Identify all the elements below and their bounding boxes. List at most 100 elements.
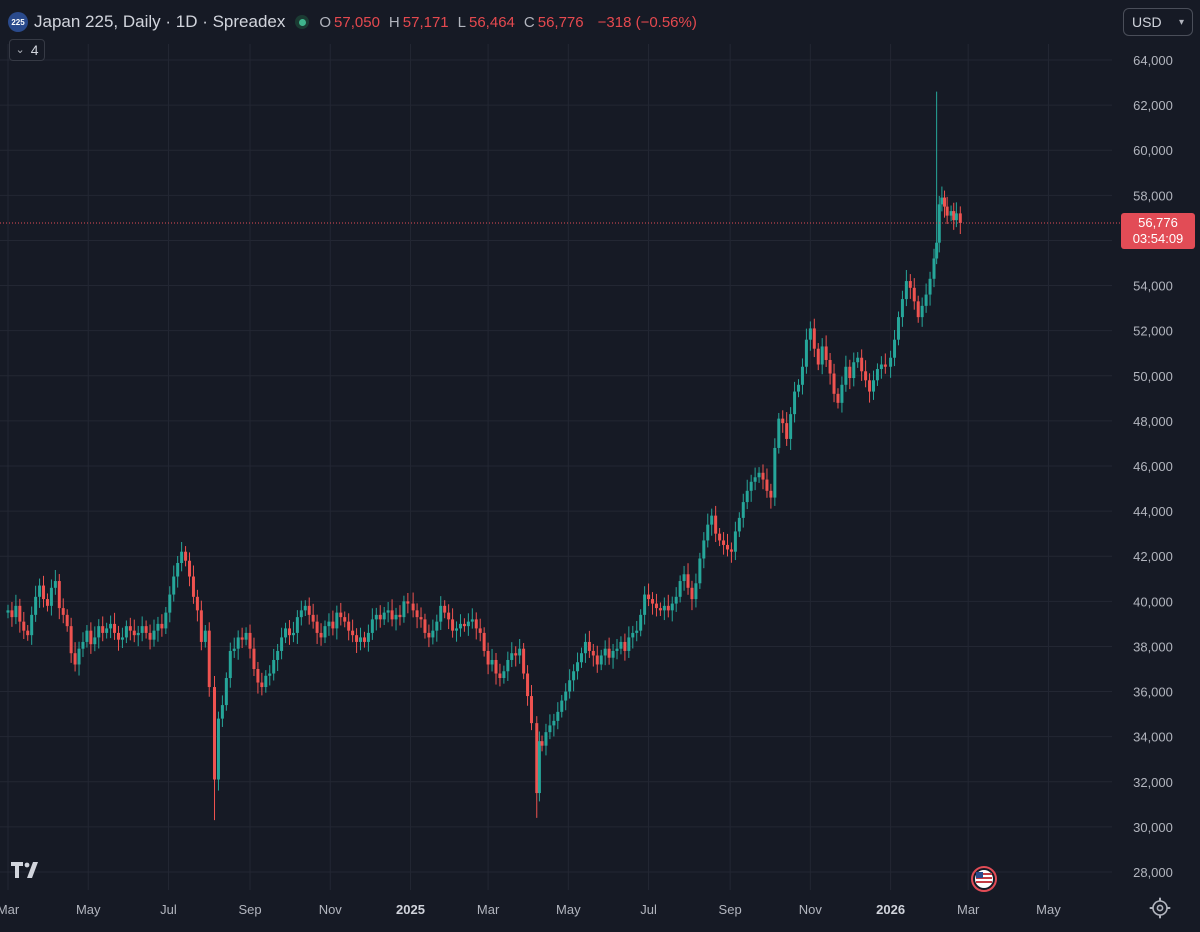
candle-body	[836, 393, 840, 403]
open-value: 57,050	[334, 13, 380, 31]
candle-body	[560, 700, 564, 712]
candle-body	[864, 371, 868, 381]
candle-body	[347, 621, 351, 631]
candle-body	[351, 630, 355, 636]
candle-body	[568, 680, 572, 692]
candle-body	[38, 585, 42, 597]
candle-body	[623, 641, 627, 651]
candle-body	[904, 281, 908, 300]
indicator-count: 4	[30, 42, 39, 58]
candle-body	[299, 610, 303, 618]
candle-body	[785, 423, 789, 439]
candle-body	[105, 628, 109, 633]
candle-body	[199, 610, 203, 642]
y-tick-label: 38,000	[1133, 639, 1173, 654]
candle-body	[576, 662, 580, 672]
candle-body	[789, 414, 793, 439]
candle-body	[920, 305, 924, 318]
candle-body	[535, 723, 539, 794]
candle-body	[928, 278, 932, 295]
candle-body	[552, 720, 556, 726]
candle-body	[439, 605, 443, 622]
candle-body	[883, 364, 887, 367]
x-tick-label: Nov	[799, 902, 823, 917]
candle-body	[916, 301, 920, 318]
x-tick-label: Sep	[238, 902, 261, 917]
candle-body	[718, 533, 722, 541]
candle-body	[280, 637, 284, 651]
candle-body	[6, 610, 10, 613]
indicators-toggle-button[interactable]: ⌄ 4	[9, 39, 45, 61]
candle-body	[61, 608, 65, 615]
candle-body	[710, 515, 714, 525]
candle-body	[599, 655, 603, 665]
symbol-badge[interactable]: 225	[8, 12, 28, 32]
x-tick-label: Jul	[640, 902, 657, 917]
candle-body	[773, 447, 777, 498]
change-value: −318 (−0.56%)	[597, 13, 697, 31]
candle-body	[627, 637, 631, 651]
candle-body	[949, 211, 953, 216]
x-tick-label: May	[556, 902, 581, 917]
candle-body	[729, 549, 733, 552]
candle-body	[678, 581, 682, 597]
candle-body	[607, 648, 611, 658]
candle-body	[757, 472, 761, 478]
y-tick-label: 48,000	[1133, 414, 1173, 429]
candle-body	[769, 490, 773, 498]
candle-body	[291, 632, 295, 636]
tradingview-logo-icon[interactable]	[10, 858, 46, 880]
candles[interactable]	[6, 91, 962, 821]
candle-body	[85, 630, 89, 642]
gear-icon[interactable]	[1149, 897, 1171, 919]
candle-body	[868, 380, 872, 392]
candle-body	[451, 619, 455, 631]
candle-body	[331, 621, 335, 629]
candle-body	[10, 610, 14, 618]
symbol-title[interactable]: Japan 225, Daily · 1D · Spreadex	[34, 12, 286, 31]
candle-body	[470, 619, 474, 622]
chart-legend: 225 Japan 225, Daily · 1D · Spreadex O 57…	[8, 10, 697, 34]
candle-body	[232, 648, 236, 651]
candle-body	[662, 605, 666, 611]
candle-body	[852, 362, 856, 379]
candle-body	[339, 612, 343, 618]
currency-button[interactable]: USD ▾	[1123, 8, 1193, 36]
candle-body	[647, 594, 651, 600]
candle-body	[875, 369, 879, 381]
close-value: 56,776	[537, 13, 584, 31]
candle-body	[832, 373, 836, 394]
candle-body	[168, 594, 172, 613]
candle-body	[195, 596, 199, 611]
candle-body	[694, 583, 698, 600]
candle-body	[564, 691, 568, 701]
candle-body	[828, 359, 832, 374]
candle-body	[932, 258, 936, 279]
x-axis[interactable]: Mar May Jul Sep Nov 2025 Mar May Jul Sep Nov 2026 Ma…	[0, 902, 1061, 917]
candle-body	[116, 632, 120, 640]
candle-body	[722, 540, 726, 545]
candle-body	[236, 637, 240, 649]
x-tick-label: Nov	[319, 902, 343, 917]
candle-body	[431, 630, 435, 638]
candle-body	[530, 696, 534, 724]
candle-body	[136, 632, 140, 636]
candle-body	[544, 732, 548, 746]
candle-body	[176, 562, 180, 577]
candle-body	[268, 673, 272, 676]
candle-body	[69, 626, 73, 654]
candle-body	[572, 671, 576, 681]
candle-body	[295, 617, 299, 633]
market-status-icon[interactable]	[295, 15, 310, 29]
us-flag-event-icon[interactable]	[969, 866, 999, 892]
y-tick-label: 44,000	[1133, 504, 1173, 519]
candle-body	[419, 617, 423, 620]
candle-body	[510, 653, 514, 660]
candle-body	[800, 366, 804, 385]
candle-body	[690, 587, 694, 600]
candle-body	[579, 653, 583, 663]
candle-body	[22, 621, 26, 631]
candle-body	[556, 711, 560, 721]
